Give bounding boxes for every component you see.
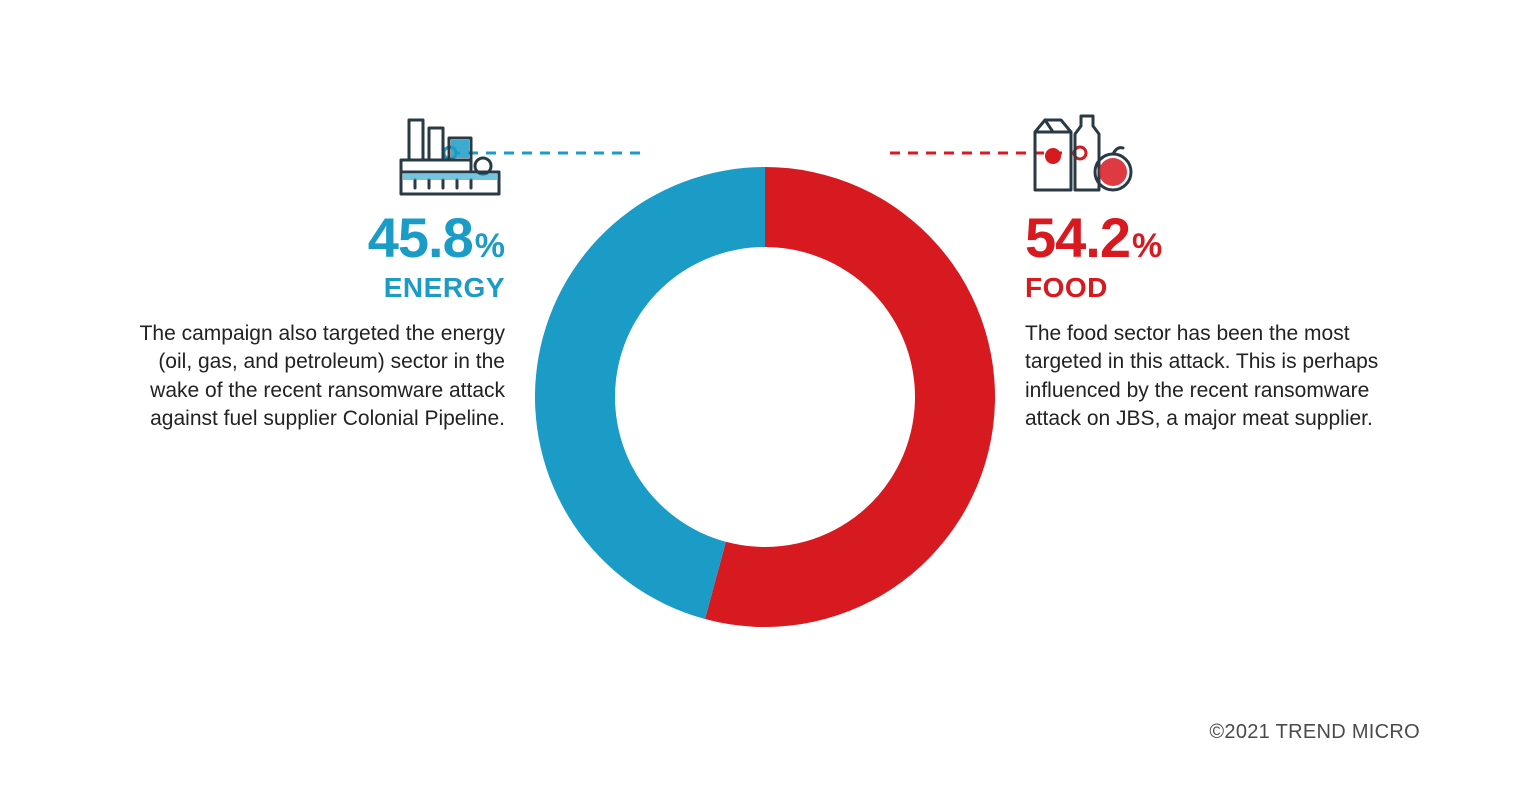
percent-value: 45.8 bbox=[368, 206, 473, 269]
percent-symbol: % bbox=[475, 227, 505, 265]
copyright: ©2021 TREND MICRO bbox=[1209, 721, 1420, 744]
panel-food: 54.2% FOOD The food sector has been the … bbox=[1025, 110, 1395, 433]
panel-energy: 45.8% ENERGY The campaign also targeted … bbox=[135, 110, 505, 433]
percent-value: 54.2 bbox=[1025, 206, 1130, 269]
percent-symbol: % bbox=[1132, 227, 1162, 265]
description-energy: The campaign also targeted the energy (o… bbox=[135, 320, 505, 433]
percent-food: 54.2% bbox=[1025, 210, 1395, 266]
factory-icon bbox=[135, 110, 505, 200]
percent-energy: 45.8% bbox=[135, 210, 505, 266]
category-food: FOOD bbox=[1025, 272, 1395, 304]
groceries-icon bbox=[1025, 110, 1395, 200]
description-food: The food sector has been the most target… bbox=[1025, 320, 1395, 433]
donut-chart bbox=[535, 167, 995, 627]
category-energy: ENERGY bbox=[135, 272, 505, 304]
infographic-root: 45.8% ENERGY The campaign also targeted … bbox=[0, 0, 1530, 794]
